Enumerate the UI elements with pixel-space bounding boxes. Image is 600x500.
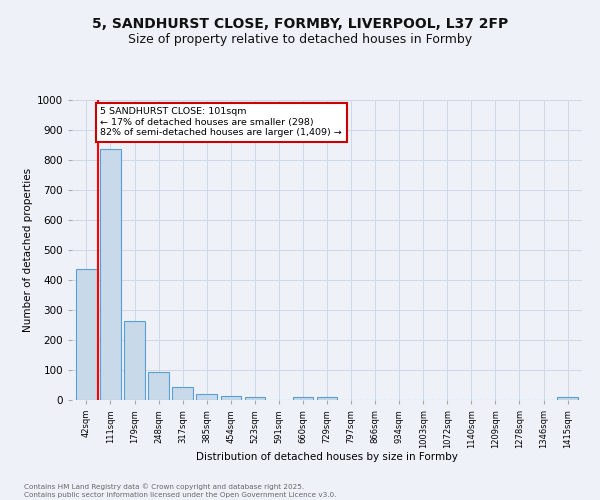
Bar — [172, 386, 193, 400]
X-axis label: Distribution of detached houses by size in Formby: Distribution of detached houses by size … — [196, 452, 458, 462]
Bar — [148, 372, 169, 400]
Bar — [221, 396, 241, 400]
Bar — [293, 397, 313, 400]
Bar — [245, 397, 265, 400]
Text: Size of property relative to detached houses in Formby: Size of property relative to detached ho… — [128, 32, 472, 46]
Bar — [196, 394, 217, 400]
Bar — [317, 397, 337, 400]
Text: 5, SANDHURST CLOSE, FORMBY, LIVERPOOL, L37 2FP: 5, SANDHURST CLOSE, FORMBY, LIVERPOOL, L… — [92, 18, 508, 32]
Bar — [100, 148, 121, 400]
Text: 5 SANDHURST CLOSE: 101sqm
← 17% of detached houses are smaller (298)
82% of semi: 5 SANDHURST CLOSE: 101sqm ← 17% of detac… — [100, 108, 342, 138]
Y-axis label: Number of detached properties: Number of detached properties — [23, 168, 32, 332]
Text: Contains HM Land Registry data © Crown copyright and database right 2025.
Contai: Contains HM Land Registry data © Crown c… — [24, 484, 337, 498]
Bar — [76, 268, 97, 400]
Bar — [557, 397, 578, 400]
Bar — [124, 320, 145, 400]
